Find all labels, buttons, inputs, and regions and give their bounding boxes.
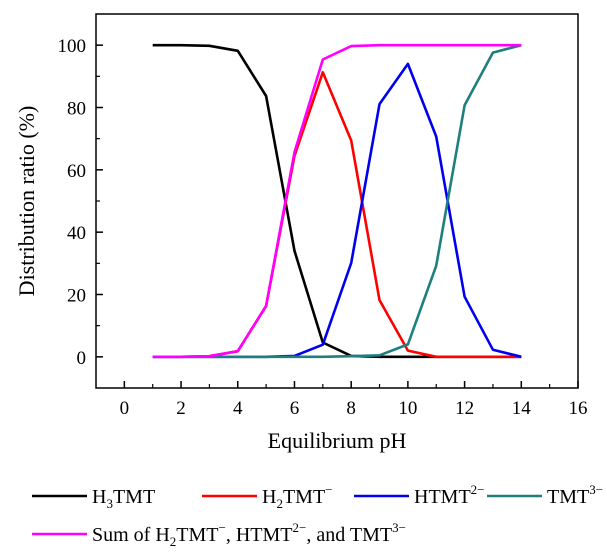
legend-text-part: TMT [113, 486, 155, 508]
series-line-h2tmt [152, 71, 522, 359]
legend-text-part: TMT [547, 486, 589, 508]
legend-text-part: Sum of H [92, 524, 170, 546]
axis-ticks: 0 2 4 6 8 10 12 14 16 0 20 40 60 80 100 [58, 36, 588, 419]
x-tick-label: 16 [569, 398, 588, 419]
legend-item-h3tmt: H3TMT [32, 486, 155, 511]
x-tick-label: 10 [398, 398, 417, 419]
y-tick-label: 20 [67, 286, 86, 307]
y-axis-title: Distribution ratio (%) [14, 106, 39, 297]
legend-text-part: , HTMT [226, 524, 293, 546]
x-tick-label: 14 [512, 398, 532, 419]
legend-label-tmt: TMT3− [547, 482, 603, 508]
series-line-h3tmt [152, 43, 522, 359]
series-lines [152, 43, 522, 359]
legend-text-part: HTMT [414, 486, 471, 508]
y-tick-label: 0 [77, 348, 87, 369]
x-tick-label: 6 [290, 398, 300, 419]
y-tick-label: 60 [67, 161, 86, 182]
legend-label-sum: Sum of H2TMT−, HTMT2−, and TMT3− [92, 520, 406, 549]
x-tick-label: 4 [233, 398, 243, 419]
x-tick-label: 8 [346, 398, 356, 419]
x-tick-label: 2 [176, 398, 186, 419]
series-line-tmt [152, 43, 522, 359]
legend-text-part: 3− [392, 520, 406, 535]
legend-item-h2tmt: H2TMT− [202, 482, 333, 511]
legend-text-part: 2 [170, 534, 177, 549]
legend-label-htmt: HTMT2− [414, 482, 485, 508]
legend-text-part: H [262, 486, 276, 508]
legend-text-part: − [219, 520, 226, 535]
legend: H3TMT H2TMT− HTMT2− TMT3−Sum of H2TMT−, HTM… [32, 482, 603, 549]
legend-item-tmt: TMT3− [487, 482, 603, 508]
x-tick-label: 0 [120, 398, 130, 419]
legend-text-part: H [92, 486, 106, 508]
x-tick-label: 12 [455, 398, 474, 419]
legend-item-sum: Sum of H2TMT−, HTMT2−, and TMT3− [32, 520, 406, 549]
legend-text-part: TMT [176, 524, 218, 546]
plot-frame [95, 13, 579, 389]
series-line-sum [152, 43, 522, 359]
legend-text-part: 3− [589, 482, 603, 497]
y-tick-label: 100 [58, 36, 87, 57]
legend-label-h3tmt: H3TMT [92, 486, 155, 511]
y-tick-label: 40 [67, 223, 86, 244]
legend-text-part: 3 [106, 496, 113, 511]
legend-text-part: 2− [293, 520, 307, 535]
legend-label-h2tmt: H2TMT− [262, 482, 333, 511]
y-tick-label: 80 [67, 99, 86, 120]
legend-item-htmt: HTMT2− [354, 482, 485, 508]
legend-text-part: , and TMT [306, 524, 392, 546]
legend-text-part: 2 [276, 496, 283, 511]
plot-area: 0 2 4 6 8 10 12 14 16 0 20 40 60 80 100 [58, 13, 588, 419]
x-axis-title: Equilibrium pH [268, 428, 407, 453]
legend-text-part: TMT [283, 486, 325, 508]
legend-text-part: − [325, 482, 332, 497]
legend-text-part: 2− [471, 482, 485, 497]
